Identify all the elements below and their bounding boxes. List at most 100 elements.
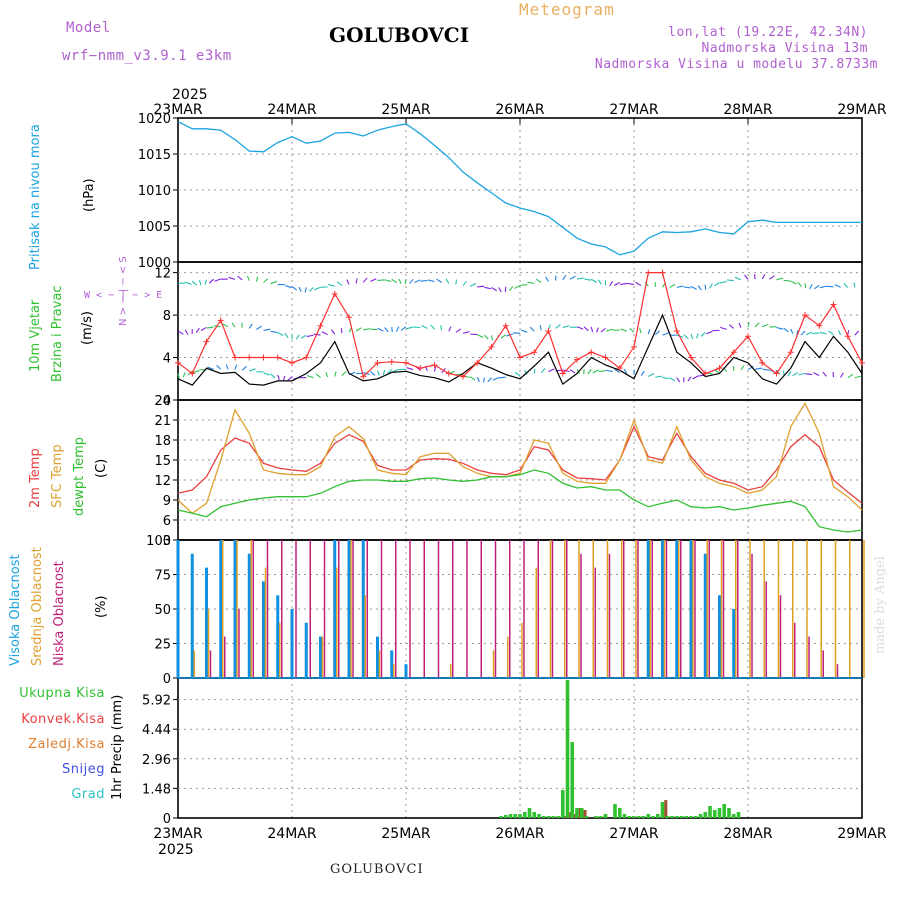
- wind-arrow: [719, 281, 727, 284]
- wind-arrow: [300, 334, 307, 339]
- wind-arrow: [754, 274, 756, 280]
- elevation: Nadmorska Visina 13m: [701, 41, 868, 56]
- wind-arrow: [270, 330, 278, 334]
- wind-arrow: [690, 334, 694, 340]
- wind-arrow: [655, 330, 661, 336]
- wind-arrow: [182, 372, 186, 378]
- wind-arrow: [834, 284, 841, 288]
- model-label: Model: [66, 20, 111, 36]
- precip-bar: [641, 816, 646, 818]
- wind-arrow: [409, 278, 414, 284]
- wind-arrow: [562, 275, 567, 281]
- wind-arrow: [492, 377, 499, 381]
- wind-arrow: [355, 278, 358, 284]
- wind-arrow: [436, 278, 442, 283]
- wind-arrow: [514, 285, 521, 289]
- wind-arrow: [406, 326, 414, 330]
- wind-arrow: [596, 327, 599, 333]
- meteogram-title: Meteogram: [519, 0, 615, 19]
- y-tick-label: 24: [154, 394, 171, 409]
- gust-marker: [331, 290, 338, 297]
- precip-bar: [703, 812, 708, 818]
- wind-arrow: [330, 329, 336, 335]
- wind-arrow: [535, 278, 542, 283]
- wind-arrow: [430, 324, 435, 330]
- precip-bar: [646, 814, 651, 818]
- wind-arrow: [590, 278, 597, 283]
- wind-arrow: [598, 370, 606, 373]
- wind-arrow: [177, 373, 180, 379]
- precip-bar: [518, 814, 522, 818]
- lonlat: lon,lat (19.22E, 42.34N): [668, 25, 868, 40]
- wind-arrow: [635, 281, 642, 286]
- wind-arrow: [590, 326, 594, 333]
- precip-bar: [632, 816, 636, 818]
- pressure-line: [177, 121, 862, 256]
- wind-arrow: [683, 334, 689, 340]
- wind-arrow: [414, 279, 421, 284]
- wind-arrow: [840, 372, 844, 378]
- wind-arrow: [462, 280, 467, 286]
- wind-arrow: [754, 322, 760, 328]
- wind-arrow: [477, 285, 485, 288]
- wind-arrow: [734, 276, 742, 281]
- day-label-top: 25MAR: [381, 102, 430, 118]
- gust-marker: [189, 370, 196, 377]
- precip-bar: [617, 808, 622, 818]
- y-tick-label: 1005: [138, 220, 171, 235]
- precip-bar: [541, 816, 546, 818]
- day-label-bottom: 25MAR: [381, 826, 430, 842]
- wind-arrow: [328, 283, 335, 287]
- y-tick-label: 4.44: [142, 723, 171, 738]
- gust-marker: [289, 359, 295, 366]
- y-tick-label: 0: [163, 672, 171, 687]
- gust-marker: [232, 354, 238, 361]
- wind-arrow: [509, 285, 514, 292]
- gust-marker: [460, 373, 466, 380]
- wind-arrow: [796, 329, 799, 336]
- y-tick-label: 8: [163, 309, 171, 324]
- gust-marker: [688, 354, 694, 361]
- wind-arrow: [605, 369, 613, 373]
- gust-marker: [602, 354, 609, 361]
- wind-arrow: [828, 330, 834, 336]
- wind-arrow: [569, 275, 576, 280]
- precip-bar: [556, 816, 560, 818]
- wind-arrow: [676, 285, 684, 288]
- y-tick-label: 12: [154, 474, 171, 489]
- y-tick-label: 15: [154, 454, 171, 469]
- precip-bar: [655, 814, 660, 818]
- gust-marker: [488, 343, 495, 350]
- y-tick-label: 5.92: [142, 694, 171, 709]
- wind-arrow: [826, 285, 834, 288]
- y-tick-label: 18: [154, 434, 171, 449]
- wind-arrow: [420, 280, 428, 282]
- wind-arrow: [623, 368, 628, 374]
- wind-arrow: [597, 279, 602, 285]
- wind-arrow: [395, 326, 400, 332]
- y-tick-label: 0: [163, 812, 171, 827]
- gust-marker: [445, 370, 452, 377]
- wind-arrow: [484, 286, 492, 290]
- compass-we: W < − | − > E: [84, 290, 163, 301]
- wind-arrow: [569, 369, 576, 374]
- wind-arrow: [683, 286, 691, 289]
- wind-arrow: [800, 330, 806, 336]
- wind-arrow: [282, 375, 286, 381]
- wind-arrow: [200, 326, 207, 331]
- day-label-bottom: 26MAR: [495, 826, 544, 842]
- wind-arrow: [295, 334, 300, 340]
- wind-arrow: [762, 323, 769, 328]
- wind-arrow: [469, 376, 476, 381]
- wind-arrow: [284, 333, 289, 339]
- wind-arrow: [819, 331, 827, 335]
- wind-arrow: [216, 364, 222, 370]
- y-tick-label: 21: [154, 414, 171, 429]
- wind-arrow: [587, 369, 592, 375]
- wind-arrow: [540, 368, 546, 374]
- wind-arrow: [491, 287, 497, 292]
- wind-arrow: [576, 326, 584, 330]
- precip-bar: [712, 810, 717, 818]
- wind-arrow: [362, 277, 368, 283]
- wind-arrow: [592, 369, 599, 374]
